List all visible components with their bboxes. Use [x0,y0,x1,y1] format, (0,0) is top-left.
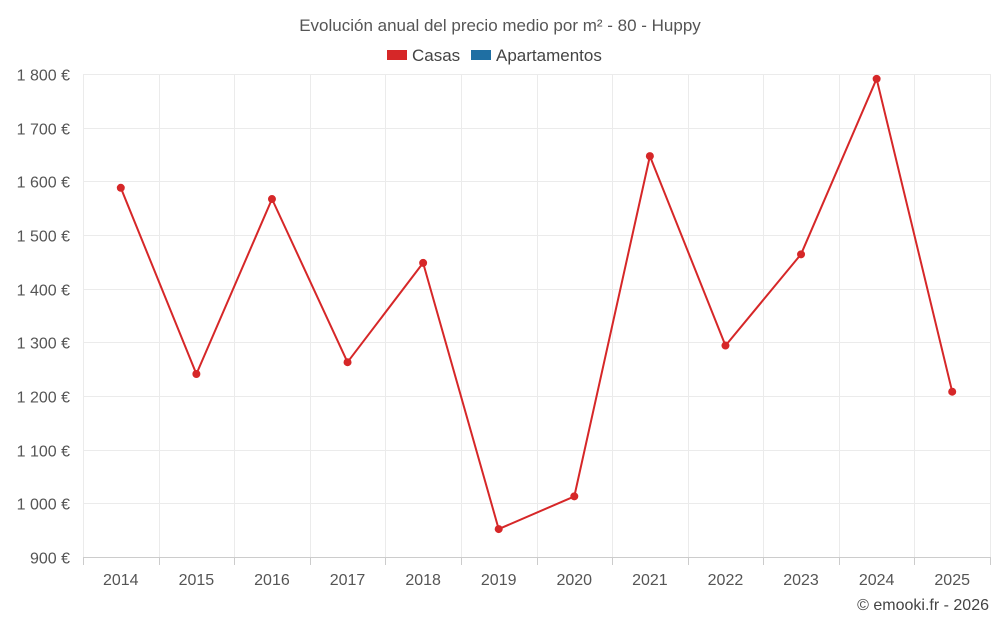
legend-swatch-casas [387,50,407,60]
x-tick-label: 2024 [859,572,895,589]
data-point-casas[interactable] [192,369,201,378]
y-tick-label: 1 600 € [17,175,70,192]
data-point-casas[interactable] [494,525,503,534]
x-tick-label: 2023 [783,572,819,589]
x-tick-label: 2019 [481,572,517,589]
y-tick-label: 900 € [30,551,70,568]
legend-label-casas: Casas [412,46,460,65]
x-tick-label: 2014 [103,572,139,589]
x-tick-label: 2015 [179,572,215,589]
credit-text: © emooki.fr - 2026 [857,597,989,614]
y-tick-label: 1 200 € [17,390,70,407]
data-point-casas[interactable] [419,258,428,267]
y-tick-label: 1 700 € [17,122,70,139]
y-tick-label: 1 300 € [17,336,70,353]
data-point-casas[interactable] [343,358,352,367]
data-point-casas[interactable] [872,74,881,83]
x-tick-label: 2017 [330,572,366,589]
y-tick-label: 1 500 € [17,229,70,246]
legend-label-apartamentos: Apartamentos [496,46,602,65]
y-tick-label: 1 400 € [17,283,70,300]
data-point-casas[interactable] [267,195,276,204]
x-tick-label: 2020 [556,572,592,589]
y-tick-label: 1 100 € [17,444,70,461]
data-point-casas[interactable] [116,183,125,192]
x-axis-ticks: 2014 2015 2016 2017 2018 2019 2020 2021 2022 2023… [83,557,991,589]
y-tick-label: 1 000 € [17,497,70,514]
x-tick-label: 2021 [632,572,668,589]
series-line-casas [119,77,954,531]
legend-swatch-apartamentos [471,50,491,60]
grid [83,74,991,558]
data-point-casas[interactable] [570,492,579,501]
x-tick-label: 2025 [934,572,970,589]
x-tick-label: 2022 [708,572,744,589]
chart-title: Evolución anual del precio medio por m² … [299,16,701,35]
legend: Casas Apartamentos [387,46,602,65]
y-axis-ticks: 900 € 1 000 € 1 100 € 1 200 € 1 300 € 1 400 €… [17,68,70,568]
series-casas [116,74,957,534]
y-tick-label: 1 800 € [17,68,70,85]
data-point-casas[interactable] [721,341,730,350]
data-point-casas[interactable] [645,152,654,161]
data-point-casas[interactable] [797,250,806,259]
x-tick-label: 2016 [254,572,290,589]
legend-item-apartamentos[interactable]: Apartamentos [471,46,602,65]
legend-item-casas[interactable]: Casas [387,46,460,65]
x-tick-label: 2018 [405,572,441,589]
data-point-casas[interactable] [948,387,957,396]
